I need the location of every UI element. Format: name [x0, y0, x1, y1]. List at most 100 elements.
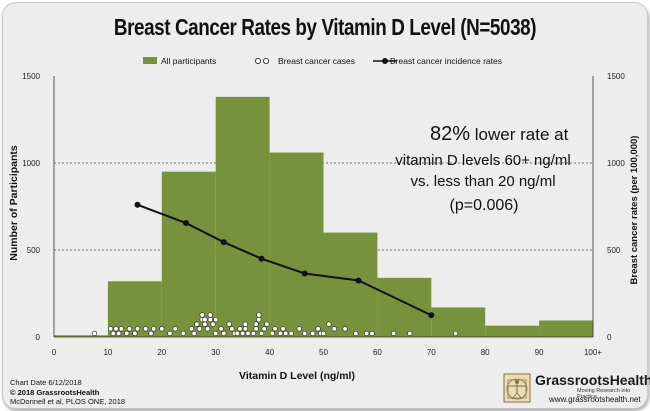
- histogram-bar: [377, 277, 432, 337]
- case-dot: [118, 326, 125, 332]
- case-dots: [91, 312, 459, 337]
- legend-label-all-participants: All participants: [161, 56, 216, 66]
- copyright: © 2018 GrassrootsHealth: [10, 387, 100, 397]
- y-tick-label-right: 1500: [607, 72, 625, 81]
- case-dot: [188, 326, 195, 332]
- case-dot: [226, 321, 232, 327]
- legend-marker-cases: [254, 58, 261, 65]
- chart-date: Chart Date 6/12/2018: [10, 378, 82, 387]
- y-axis-label-left: Number of Participants: [8, 145, 20, 261]
- histogram-bar: [161, 171, 216, 337]
- x-tick-label: 40: [265, 348, 274, 357]
- case-dot: [264, 321, 270, 327]
- case-dot: [107, 326, 114, 332]
- case-dot: [242, 326, 248, 332]
- case-dot: [199, 312, 205, 318]
- incidence-point: [220, 239, 227, 246]
- case-dot: [221, 330, 227, 337]
- logo-url: www.grassrootshealth.net: [549, 395, 641, 404]
- annotation-line4: (p=0.006): [450, 197, 519, 214]
- annotation-line1-rest: lower rate at: [470, 125, 569, 144]
- citation: McDonnell et al, PLOS ONE, 2018: [10, 397, 126, 406]
- grassroots-logo: GrassrootsHealth Moving Research into Pr…: [503, 372, 650, 404]
- case-dot: [172, 326, 178, 332]
- case-dot: [407, 330, 413, 337]
- annotation: 82% lower rate at vitamin D levels 60+ n…: [395, 123, 571, 214]
- case-dot: [326, 321, 332, 327]
- y-tick-label-right: 500: [607, 246, 621, 255]
- case-dot: [194, 321, 200, 327]
- y-tick-label-left: 0: [36, 333, 41, 342]
- legend: All participants Breast cancer cases Bre…: [143, 56, 502, 66]
- incidence-point: [183, 220, 190, 227]
- incidence-point: [134, 201, 141, 208]
- annotation-line3: vs. less than 20 ng/ml: [410, 173, 555, 190]
- histogram-bar: [431, 307, 486, 337]
- footer: Chart Date 6/12/2018 © 2018 GrassrootsHe…: [10, 378, 125, 407]
- annotation-percent: 82%: [430, 123, 470, 145]
- case-dot: [272, 326, 278, 332]
- case-dot: [331, 326, 337, 332]
- x-tick-label: 30: [211, 348, 220, 357]
- case-dot: [134, 326, 141, 332]
- incidence-point: [258, 255, 265, 262]
- case-dot: [113, 326, 119, 332]
- case-dot: [253, 321, 259, 327]
- case-dot: [245, 330, 251, 337]
- case-dot: [269, 330, 275, 337]
- histogram-bar: [215, 96, 270, 337]
- case-dot: [191, 330, 197, 337]
- x-tick-label: 70: [427, 348, 436, 357]
- case-dot: [288, 330, 294, 337]
- case-dot: [124, 330, 130, 337]
- legend-swatch-bars: [143, 57, 157, 64]
- x-tick-label: 20: [157, 348, 166, 357]
- case-dot: [242, 321, 248, 327]
- case-dot: [229, 326, 235, 332]
- case-dot: [126, 326, 133, 332]
- case-dot: [280, 326, 286, 332]
- y-tick-label-left: 1000: [22, 159, 40, 168]
- y-axis-label-right: Breast cancer rates (per 100,000): [629, 136, 640, 285]
- x-tick-label: 10: [103, 348, 112, 357]
- case-dot: [283, 330, 289, 337]
- case-dot: [202, 321, 208, 327]
- case-dot: [256, 316, 262, 323]
- case-dot: [277, 330, 284, 337]
- case-dot: [148, 330, 154, 337]
- x-tick-label: 0: [52, 348, 57, 357]
- axes: 0 0 500 500 1000 1000 1500 1500 0 10 20 30 40 50 60 70 8…: [22, 72, 625, 357]
- case-dot: [210, 321, 216, 327]
- case-dot: [213, 316, 219, 323]
- case-dot: [353, 330, 359, 337]
- y-tick-label-left: 1500: [22, 72, 40, 81]
- x-tick-label: 50: [319, 348, 328, 357]
- histogram-bar: [539, 320, 593, 337]
- y-tick-label-left: 500: [27, 246, 41, 255]
- case-dot: [261, 326, 267, 332]
- case-dot: [202, 316, 208, 323]
- case-dot: [234, 330, 240, 337]
- legend-marker-cases: [262, 58, 269, 65]
- y-tick-label-right: 0: [607, 333, 612, 342]
- vitruvian-man-icon: [503, 373, 531, 403]
- x-tick-label: 90: [535, 348, 544, 357]
- case-dot: [253, 326, 259, 332]
- case-dot: [110, 330, 116, 337]
- case-dot: [159, 326, 165, 332]
- y-tick-label-right: 1000: [607, 159, 625, 168]
- legend-label-incidence: Breast cancer incidence rates: [390, 56, 502, 66]
- case-dot: [363, 330, 370, 337]
- x-tick-label: 60: [373, 348, 382, 357]
- logo-tagline: Moving Research into Practice: [577, 388, 631, 400]
- incidence-point: [428, 312, 435, 319]
- case-dot: [310, 330, 316, 337]
- case-dot: [167, 330, 173, 337]
- case-dot: [213, 330, 219, 337]
- case-dot: [452, 330, 459, 337]
- case-dot: [250, 330, 257, 337]
- case-dot: [320, 330, 327, 337]
- case-dot: [301, 330, 308, 337]
- case-dot: [239, 330, 246, 337]
